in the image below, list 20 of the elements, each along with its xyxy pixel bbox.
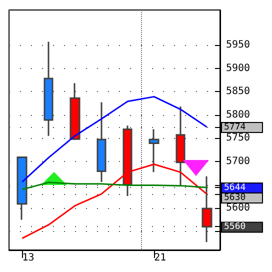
- y-tick-label: 5700: [226, 156, 250, 167]
- y-tick-label: 5900: [226, 62, 250, 74]
- y-tick-label: 5800: [226, 109, 250, 120]
- y-tick-label: 5560: [224, 222, 246, 232]
- y-tick-label: 5600: [226, 202, 250, 214]
- y-tick-label: 5950: [226, 39, 250, 50]
- candlestick: [70, 82, 80, 141]
- line-series: [21, 182, 208, 190]
- y-tick-label: 5850: [226, 86, 250, 98]
- x-tick-label: 21: [154, 252, 166, 264]
- candlestick: [96, 102, 106, 183]
- candlestick: [148, 128, 160, 173]
- y-tick-label: 5750: [226, 132, 250, 144]
- line-series: [21, 96, 208, 183]
- y-tick-label: 5774: [224, 122, 246, 132]
- candlestick: [44, 40, 54, 137]
- candlestick: [16, 156, 28, 220]
- y-tick-label: 5630: [224, 193, 246, 204]
- y-tick-label: 5644: [224, 183, 246, 194]
- x-tick-label: 13: [22, 252, 34, 264]
